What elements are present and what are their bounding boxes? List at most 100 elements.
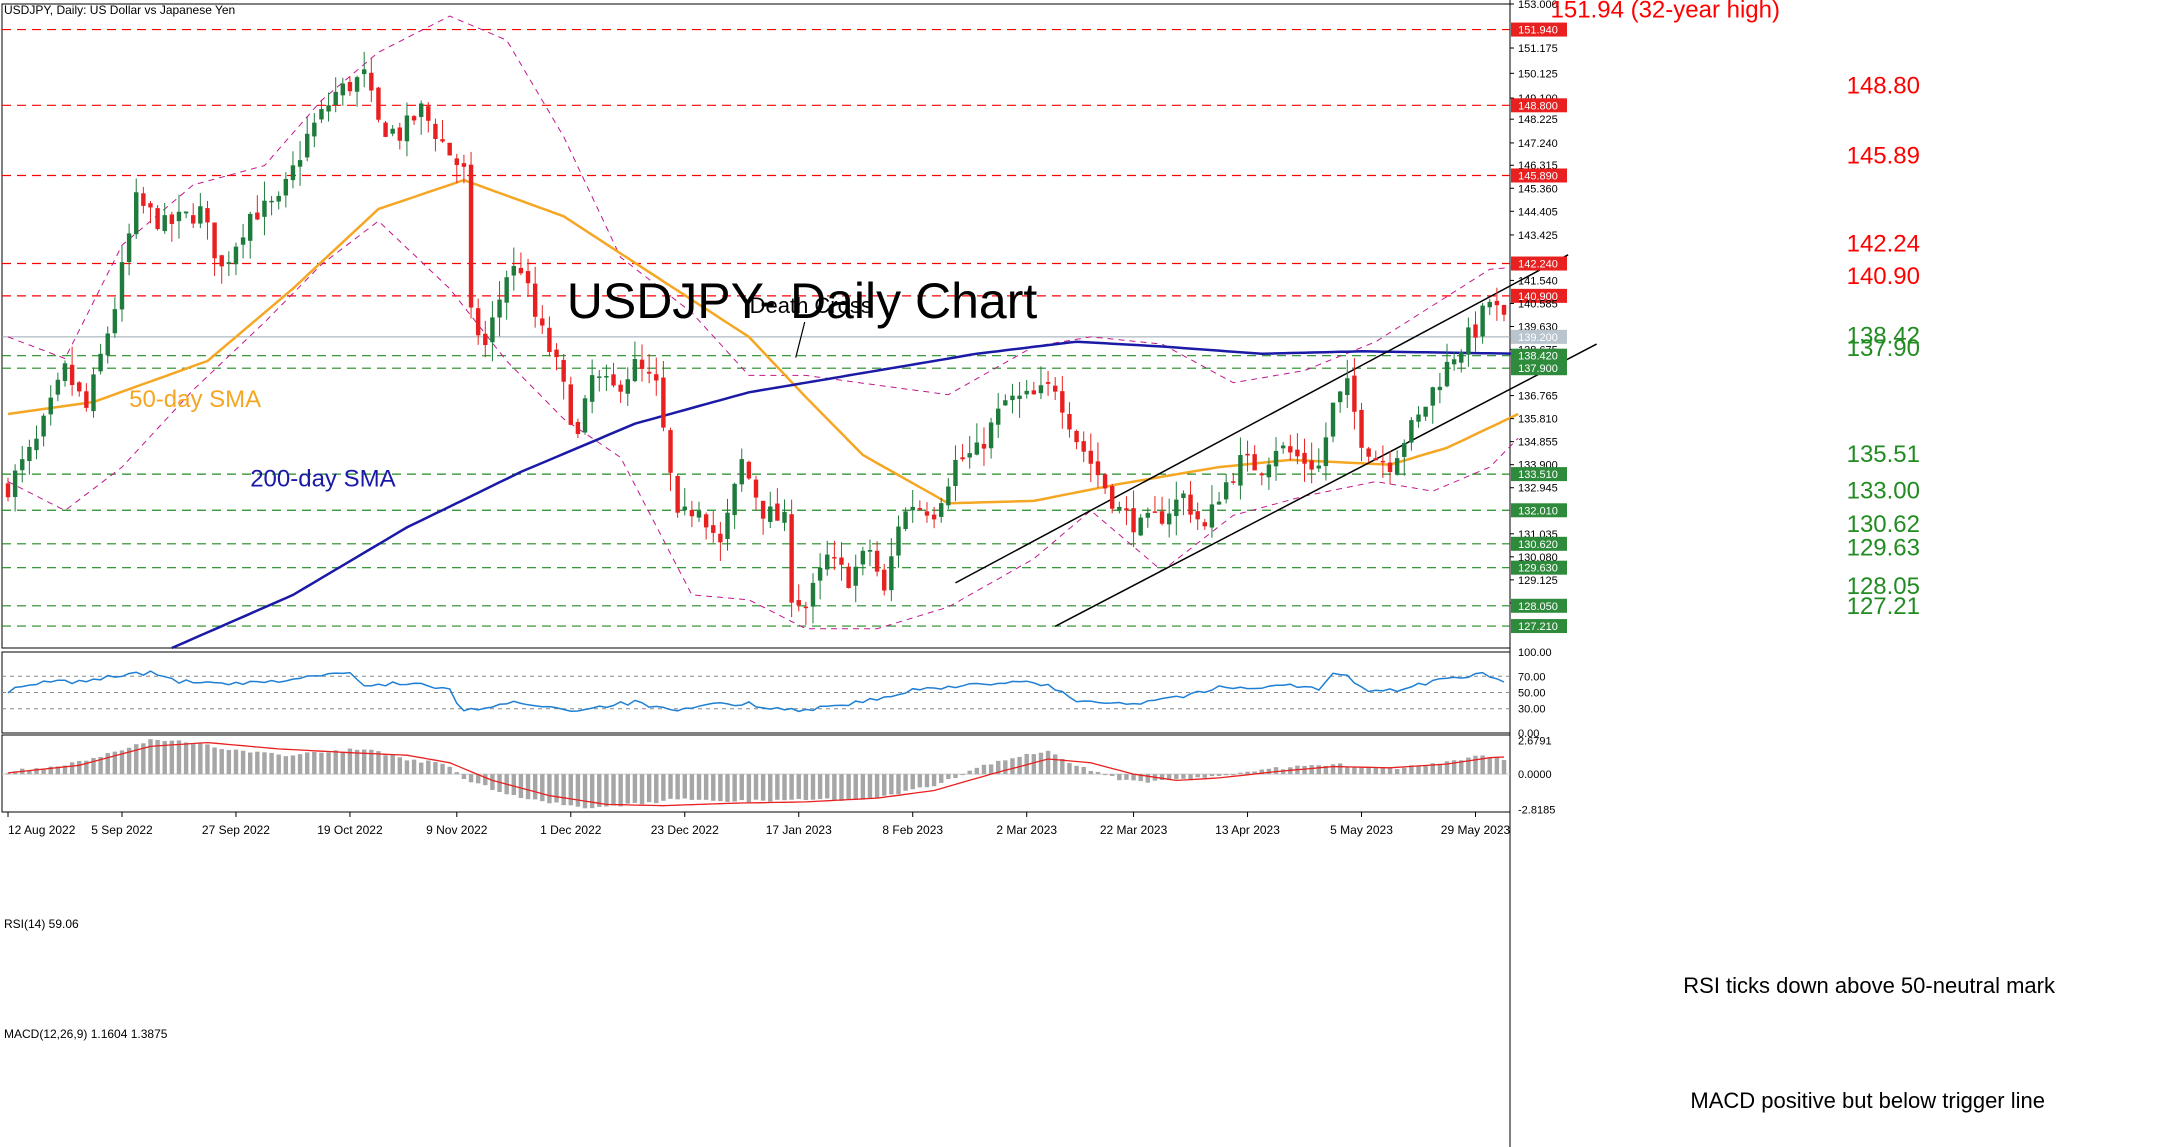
candle — [1231, 472, 1236, 485]
macd-histogram-bar — [589, 774, 595, 809]
candle — [703, 512, 709, 540]
macd-histogram-bar — [148, 739, 153, 775]
macd-histogram-bar — [518, 774, 524, 798]
candle-body — [910, 506, 915, 511]
macd-histogram-bar — [5, 773, 11, 775]
candle — [732, 482, 737, 530]
candle — [490, 301, 495, 362]
candle-body — [347, 81, 353, 92]
candle-body — [426, 106, 431, 121]
candle-body — [283, 178, 289, 196]
candle — [939, 497, 944, 523]
candle — [1209, 485, 1215, 538]
macd-histogram-bar — [931, 774, 937, 787]
candle — [511, 247, 516, 291]
candle — [1409, 417, 1414, 451]
candlesticks[interactable] — [5, 51, 1507, 625]
candle — [12, 464, 18, 512]
time-label: 9 Nov 2022 — [426, 823, 488, 837]
macd-annotation: MACD positive but below trigger line — [1690, 1088, 2045, 1113]
candle-body — [112, 309, 118, 334]
candle — [825, 540, 830, 576]
price-tag-label: 145.890 — [1518, 170, 1558, 182]
macd-histogram-bar — [91, 757, 96, 775]
macd-histogram-bar — [654, 774, 659, 804]
candle — [134, 178, 139, 240]
macd-histogram-bar — [625, 774, 630, 804]
candle-body — [882, 569, 887, 591]
macd-histogram-bar — [839, 774, 844, 801]
macd-histogram-bar — [917, 774, 923, 788]
bollinger-lower — [7, 220, 1519, 630]
macd-histogram-bar — [597, 774, 602, 807]
candle — [233, 242, 239, 276]
candle — [1131, 490, 1136, 548]
candle — [283, 172, 289, 208]
candle — [411, 114, 417, 125]
candle — [426, 102, 431, 133]
candle — [1359, 402, 1364, 462]
macd-histogram-bar — [618, 774, 623, 807]
macd-histogram-bar — [169, 740, 175, 775]
price-tag — [1511, 560, 1567, 575]
sma-200-line — [171, 340, 1519, 650]
macd-histogram-bar — [903, 774, 908, 791]
candle-body — [575, 421, 581, 434]
rsi-label: RSI(14) 59.06 — [4, 917, 79, 931]
rsi-tick-label: 70.00 — [1518, 671, 1546, 683]
candle-body — [69, 364, 75, 386]
candle-body — [597, 376, 602, 378]
candle-body — [532, 283, 538, 317]
candle — [383, 120, 388, 138]
macd-histogram-bar — [191, 744, 196, 775]
candle-body — [141, 193, 146, 206]
moving-averages — [7, 178, 1519, 650]
price-tick-label: 135.810 — [1518, 414, 1558, 426]
candle-body — [725, 512, 730, 540]
macd-histogram-bar — [682, 774, 687, 799]
candle — [611, 362, 616, 388]
candle-body — [162, 215, 167, 232]
macd-histogram-bar — [739, 774, 744, 801]
candle-body — [1444, 361, 1450, 387]
price-tick-label: 153.000 — [1518, 0, 1558, 11]
candle-body — [618, 384, 623, 392]
candle — [1487, 298, 1492, 316]
macd-histogram-bar — [946, 774, 951, 779]
price-tick-label: 141.540 — [1518, 275, 1558, 287]
candle — [1145, 507, 1151, 528]
macd-histogram-bar — [1045, 750, 1051, 775]
macd-histogram-bar — [1459, 760, 1464, 775]
macd-histogram-bar — [126, 747, 132, 775]
candle-body — [361, 69, 367, 75]
level-label: 133.00 — [1847, 477, 1920, 504]
annotation-pointer — [795, 321, 806, 358]
candle — [340, 77, 346, 106]
candle-body — [924, 511, 930, 516]
candle-body — [411, 116, 417, 121]
candle — [276, 191, 281, 210]
candle — [910, 490, 915, 523]
candle — [540, 305, 545, 334]
candle — [597, 370, 602, 392]
macd-histogram-bar — [1473, 755, 1478, 775]
macd-histogram-bar — [782, 774, 787, 801]
candle — [404, 102, 410, 157]
candle-body — [41, 415, 46, 437]
macd-histogram-bar — [361, 749, 367, 775]
price-tag-label: 148.800 — [1518, 100, 1558, 112]
macd-histogram-bar — [1373, 767, 1378, 775]
candle — [126, 223, 132, 276]
candle-body — [839, 557, 844, 565]
macd-histogram-bar — [340, 751, 346, 775]
candle — [746, 460, 752, 481]
time-label: 17 Jan 2023 — [766, 823, 832, 837]
candle — [262, 181, 267, 236]
candle-body — [1309, 460, 1314, 470]
price-tag-label: 133.510 — [1518, 469, 1558, 481]
macd-histogram-bar — [1216, 774, 1222, 776]
candle — [917, 500, 923, 511]
macd-histogram-bar — [604, 774, 609, 807]
macd-histogram-bar — [1444, 761, 1450, 775]
